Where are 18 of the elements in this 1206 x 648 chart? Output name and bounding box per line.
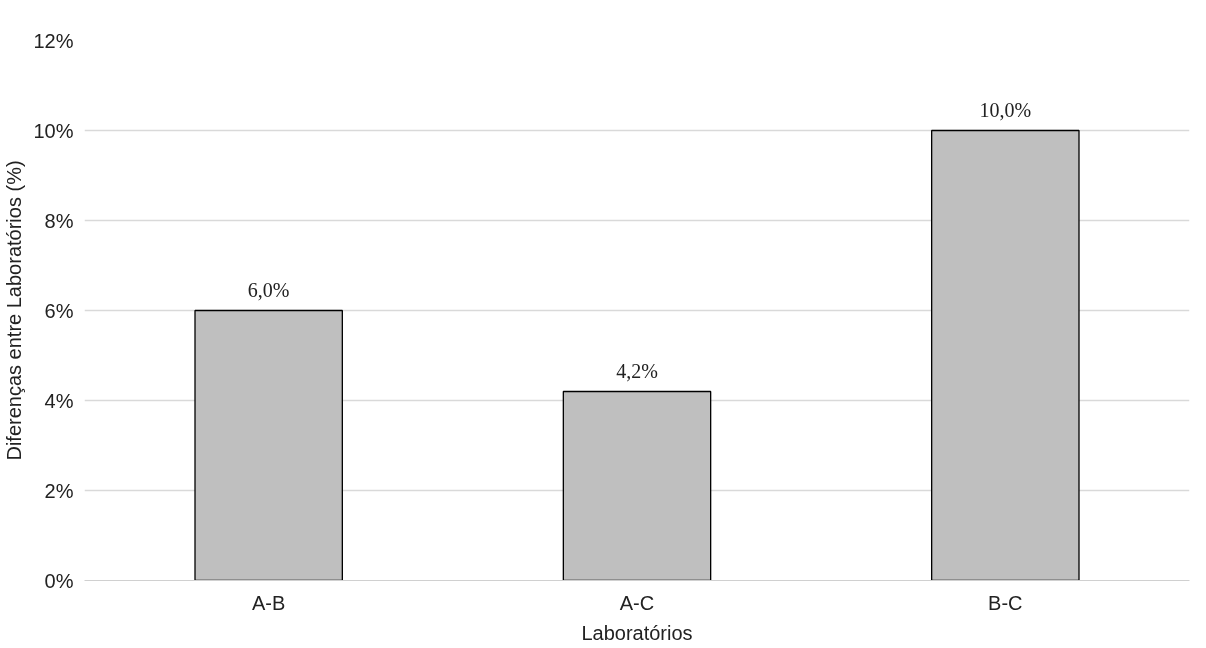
data-label: 6,0% bbox=[247, 278, 290, 301]
y-tick-label: 6% bbox=[44, 299, 74, 322]
x-tick-label: A-B bbox=[252, 591, 286, 614]
y-axis-title: Diferenças entre Laboratórios (%) bbox=[3, 160, 26, 461]
data-label: 4,2% bbox=[616, 359, 658, 382]
y-tick-label: 12% bbox=[33, 29, 74, 52]
data-label: 10,0% bbox=[979, 98, 1032, 121]
bar bbox=[931, 129, 1080, 581]
y-tick-label: 0% bbox=[44, 569, 74, 592]
bar bbox=[194, 309, 343, 581]
y-tick-label: 2% bbox=[44, 479, 74, 502]
y-tick-label: 4% bbox=[44, 389, 74, 412]
x-tick-label: B-C bbox=[988, 591, 1023, 614]
y-tick-label: 8% bbox=[44, 209, 74, 232]
x-axis-title: Laboratórios bbox=[581, 621, 693, 644]
y-tick-label: 10% bbox=[33, 119, 74, 142]
x-tick-label: A-C bbox=[619, 591, 655, 614]
bar bbox=[562, 390, 712, 581]
